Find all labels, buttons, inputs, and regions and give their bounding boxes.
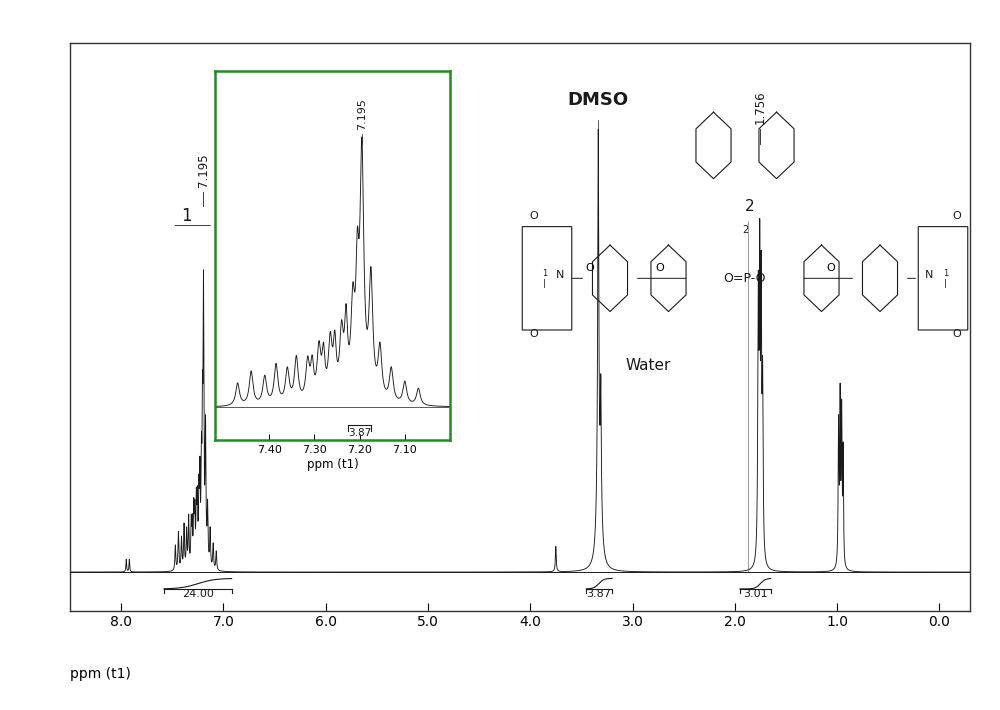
Text: O: O — [952, 212, 961, 222]
Text: O=P-O: O=P-O — [724, 272, 766, 285]
X-axis label: ppm (t1): ppm (t1) — [307, 458, 358, 471]
Text: DMSO: DMSO — [568, 91, 629, 109]
Text: 1: 1 — [181, 207, 192, 224]
Text: O: O — [655, 263, 664, 273]
Text: 7.195: 7.195 — [357, 99, 367, 131]
Text: 2: 2 — [745, 199, 755, 214]
Text: N: N — [925, 271, 934, 280]
Text: O: O — [585, 263, 594, 273]
Text: Water: Water — [625, 358, 671, 373]
Text: 1
|: 1 | — [542, 268, 547, 288]
Text: 3.87: 3.87 — [348, 428, 371, 438]
Text: 24.00: 24.00 — [182, 589, 214, 599]
Text: N: N — [556, 271, 565, 280]
Text: 2: 2 — [742, 225, 748, 235]
Text: O: O — [952, 329, 961, 339]
Text: O: O — [826, 263, 835, 273]
Text: O: O — [529, 329, 538, 339]
Text: 1
|: 1 | — [943, 268, 948, 288]
Text: 3.87: 3.87 — [586, 589, 611, 599]
Text: 7.195: 7.195 — [197, 153, 210, 187]
Text: O: O — [529, 212, 538, 222]
Text: 3.01: 3.01 — [743, 589, 768, 599]
Text: 1.756: 1.756 — [753, 91, 766, 124]
Text: ppm (t1): ppm (t1) — [70, 667, 131, 681]
